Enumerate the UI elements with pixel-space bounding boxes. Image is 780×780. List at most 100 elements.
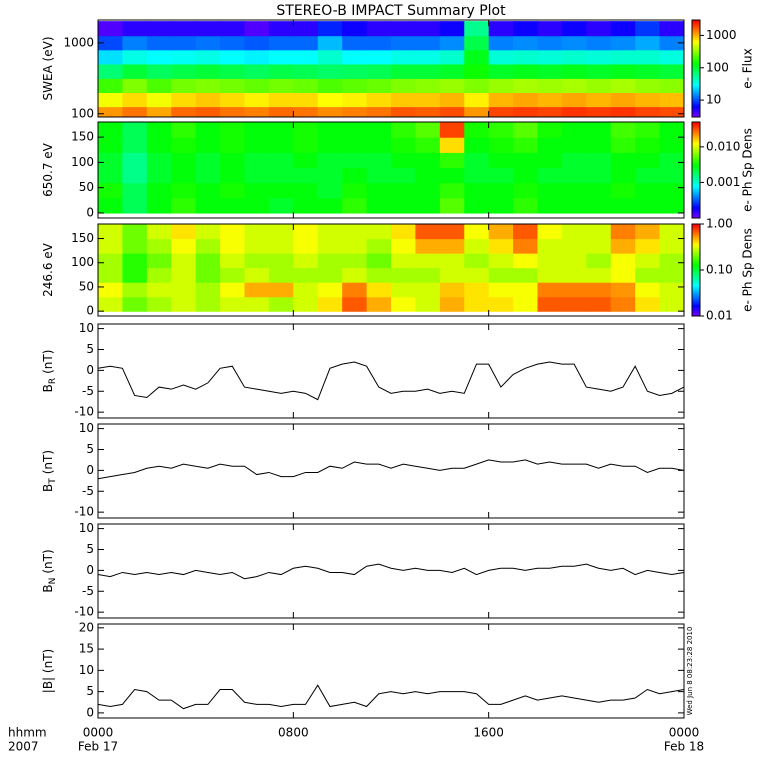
spectrogram-cell	[635, 122, 661, 138]
spectrogram-cell	[342, 182, 368, 199]
spectrogram-cell	[268, 35, 294, 51]
spectrogram-cell	[391, 63, 417, 79]
spectrogram-cell	[415, 137, 441, 153]
spectrogram-cell	[268, 197, 294, 214]
spectrogram-cell	[391, 167, 417, 184]
spectrogram-cell	[415, 35, 441, 51]
spectrogram-cell	[195, 282, 221, 298]
spectrogram-cell	[293, 197, 319, 214]
spectrogram-cell	[122, 224, 148, 240]
colorbar-swatch	[692, 171, 700, 175]
y-axis-label-text: |B| (nT)	[41, 649, 55, 693]
spectrogram-cell	[366, 137, 392, 153]
spectrogram-cell	[635, 282, 661, 298]
spectrogram-cell	[268, 92, 294, 108]
colorbar-swatch	[692, 233, 700, 236]
spectrogram-cell	[171, 282, 197, 298]
spectrogram-cell	[659, 35, 684, 51]
spectrogram-cell	[659, 167, 684, 184]
spectrogram-cell	[146, 282, 172, 298]
colorbar-swatch	[692, 135, 700, 138]
spectrogram-cell	[513, 49, 539, 65]
y-axis-label-unit: (nT)	[41, 549, 55, 573]
spectrogram-cell	[342, 49, 368, 65]
x-tick-label: 0000	[669, 726, 700, 740]
colorbar-swatch	[692, 251, 700, 254]
spectrogram-cell	[220, 296, 246, 312]
spectrogram-cell	[391, 238, 417, 254]
colorbar-swatch	[692, 125, 700, 129]
colorbar-swatch	[692, 45, 700, 48]
spectrogram-cell	[244, 21, 270, 37]
colorbar-swatch	[692, 273, 700, 277]
spectrogram-cell	[561, 167, 587, 184]
spectrogram-cell	[268, 167, 294, 184]
spectrogram-cell	[561, 21, 587, 37]
colorbar-swatch	[692, 181, 700, 184]
spectrogram-cell	[146, 106, 172, 117]
spectrogram-cell	[317, 21, 343, 37]
spectrogram-cell	[195, 253, 221, 269]
spectrogram-cell	[146, 152, 172, 169]
colorbar-swatch	[692, 238, 700, 242]
colorbar-swatch	[692, 103, 700, 106]
spectrogram-cell	[561, 137, 587, 153]
spectrogram-cell	[195, 92, 221, 108]
spectrogram-cell	[146, 63, 172, 79]
colorbar-swatch	[692, 301, 700, 304]
y-tick-label: 150	[71, 130, 94, 144]
spectrogram-cell	[439, 78, 465, 94]
spectrogram-cell	[342, 122, 368, 138]
spectrogram-cell	[561, 92, 587, 108]
spectrogram-cell	[122, 152, 148, 169]
spectrogram-cell	[171, 296, 197, 312]
spectrogram-cell	[98, 49, 124, 65]
spectrogram-cell	[171, 197, 197, 214]
spectrogram-cell	[488, 267, 514, 283]
y-tick-label: 0	[86, 205, 94, 219]
spectrogram-cell	[659, 296, 684, 312]
spectrogram-cell	[195, 78, 221, 94]
colorbar-swatch	[692, 193, 700, 196]
spectrogram-cell	[220, 224, 246, 240]
spectrogram-cell	[366, 35, 392, 51]
colorbar-swatch	[692, 187, 700, 190]
colorbar-swatch	[692, 284, 700, 288]
spectrogram-cell	[537, 182, 563, 199]
colorbar-swatch	[692, 139, 700, 142]
x-tick-label: 0000	[83, 726, 114, 740]
spectrogram-cell	[268, 182, 294, 199]
y-axis-label-text: 650.7 eV	[41, 142, 55, 197]
spectrogram-cell	[293, 106, 319, 117]
spectrogram-cell	[293, 63, 319, 79]
y-axis-label-subscript: R	[48, 378, 58, 384]
spectrogram-cell	[342, 63, 368, 79]
colorbar-swatch	[692, 109, 700, 112]
colorbar-swatch	[692, 49, 700, 52]
spectrogram-cell	[464, 137, 490, 153]
spectrogram-cell	[220, 21, 246, 37]
colorbar-swatch	[692, 143, 700, 146]
spectrogram-cell	[293, 49, 319, 65]
spectrogram-cell	[366, 238, 392, 254]
spectrogram-cell	[610, 267, 636, 283]
colorbar-swatch	[692, 158, 700, 161]
spectrogram-cell	[439, 296, 465, 312]
y-tick-label: -10	[74, 505, 94, 519]
colorbar-swatch	[692, 133, 700, 136]
y-tick-label: 10	[79, 321, 94, 335]
spectrogram-cell	[415, 78, 441, 94]
colorbar-swatch	[692, 244, 700, 247]
spectrogram-cell	[586, 282, 612, 298]
spectrogram-cell	[268, 106, 294, 117]
colorbar-swatch	[692, 162, 700, 165]
spectrogram-cell	[317, 92, 343, 108]
y-tick-label: 100	[71, 155, 94, 169]
colorbar-swatch	[692, 35, 700, 38]
spectrogram-cell	[415, 63, 441, 79]
spectrogram-cell	[561, 224, 587, 240]
y-tick-label: 0	[86, 304, 94, 318]
spectrogram-cell	[488, 253, 514, 269]
colorbar-swatch	[692, 279, 700, 282]
spectrogram-cell	[415, 21, 441, 37]
